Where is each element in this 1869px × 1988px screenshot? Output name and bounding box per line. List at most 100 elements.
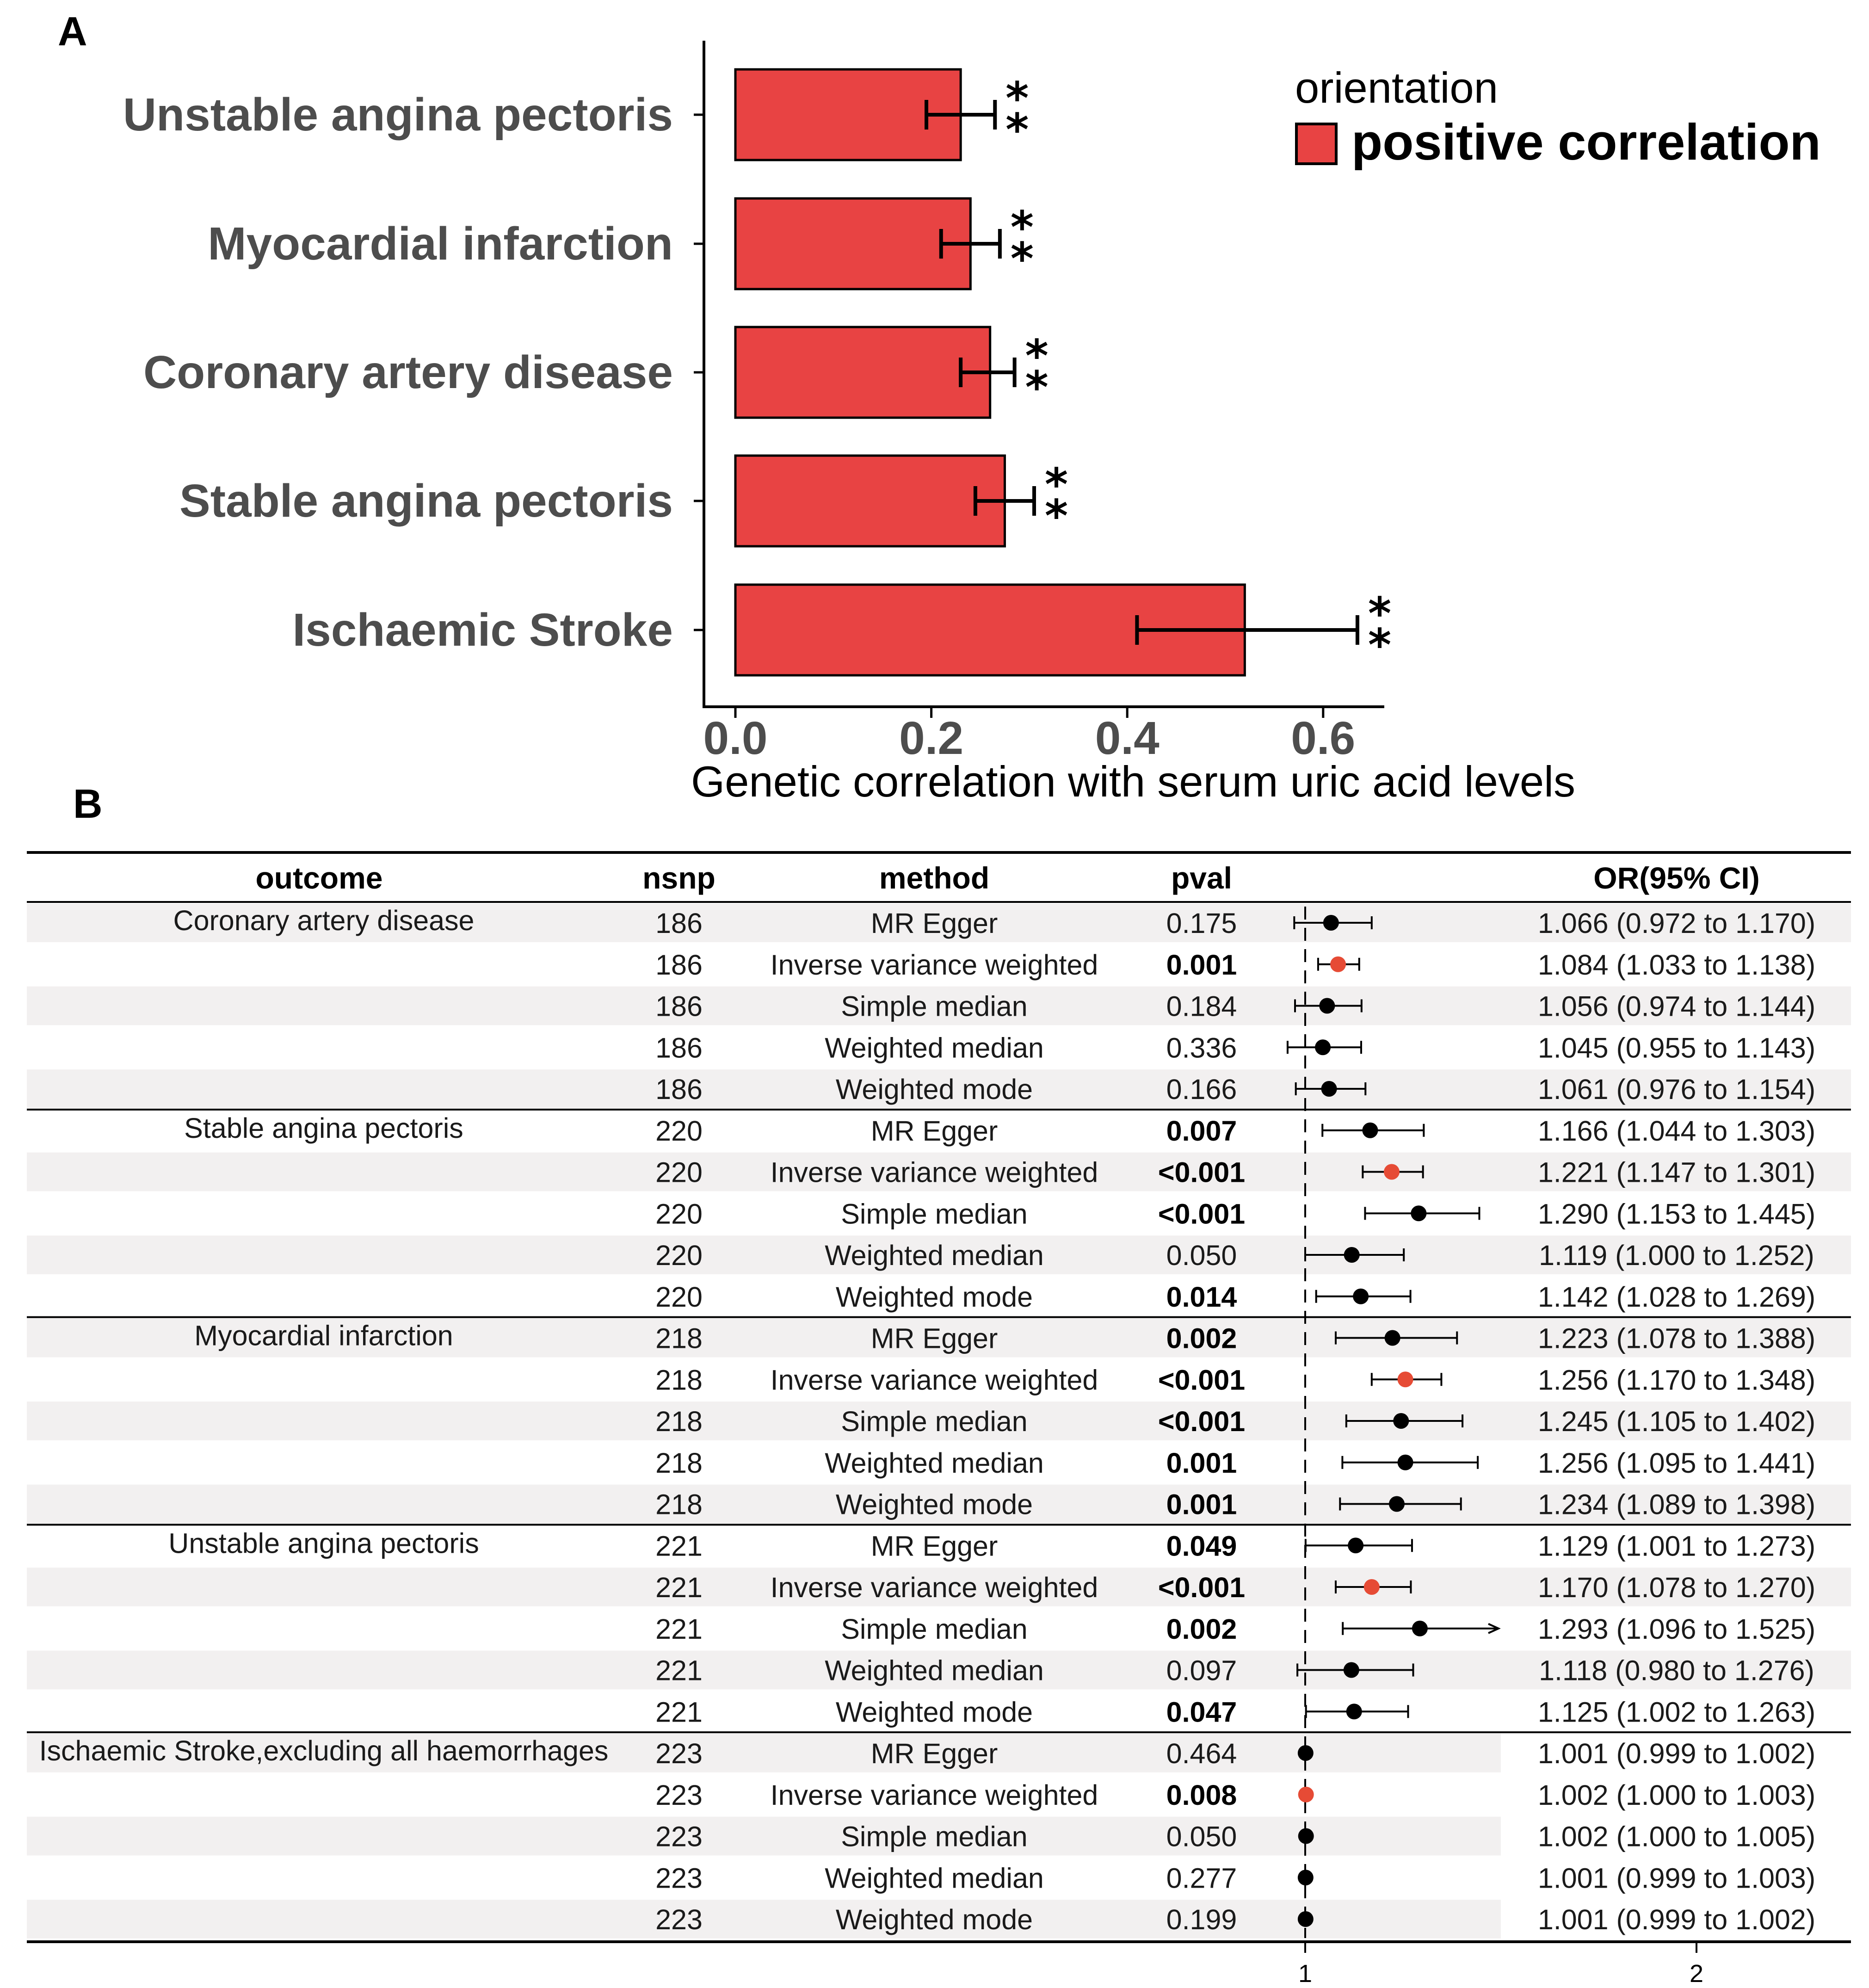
pval-cell: 0.199 — [1166, 1904, 1237, 1935]
pval-cell: 0.001 — [1166, 949, 1237, 981]
point-estimate — [1330, 956, 1346, 972]
significance-star: * — [1011, 233, 1034, 285]
pval-cell: 0.014 — [1166, 1281, 1237, 1313]
method-cell: Weighted mode — [836, 1696, 1033, 1728]
pval-cell: 0.097 — [1166, 1655, 1237, 1686]
outcome-cell: Ischaemic Stroke,excluding all haemorrha… — [39, 1735, 609, 1766]
nsnp-cell: 186 — [655, 991, 703, 1022]
pval-cell: 0.175 — [1166, 908, 1237, 939]
or-ci-cell: 1.221 (1.147 to 1.301) — [1538, 1157, 1815, 1188]
bar — [734, 326, 992, 419]
pval-cell: 0.007 — [1166, 1115, 1237, 1147]
method-cell: MR Egger — [871, 908, 998, 939]
method-cell: Weighted median — [825, 1240, 1044, 1271]
point-estimate — [1388, 1496, 1405, 1512]
or-ci-cell: 1.118 (0.980 to 1.276) — [1539, 1655, 1814, 1686]
method-cell: MR Egger — [871, 1323, 998, 1354]
point-estimate — [1383, 1164, 1400, 1180]
nsnp-cell: 221 — [655, 1613, 703, 1645]
significance-star: * — [1005, 73, 1029, 124]
row-stripe — [27, 1650, 1851, 1690]
outcome-cell: Myocardial infarction — [194, 1320, 453, 1352]
or-ci-cell: 1.234 (1.089 to 1.398) — [1538, 1489, 1815, 1520]
point-estimate — [1353, 1288, 1369, 1304]
nsnp-cell: 221 — [655, 1655, 703, 1686]
nsnp-cell: 223 — [655, 1862, 703, 1894]
or-ci-cell: 1.045 (0.955 to 1.143) — [1538, 1032, 1815, 1063]
pval-cell: 0.002 — [1166, 1613, 1237, 1645]
bar — [734, 454, 1006, 548]
pval-cell: <0.001 — [1158, 1198, 1245, 1229]
method-cell: Simple median — [841, 1406, 1027, 1437]
pval-cell: <0.001 — [1158, 1157, 1245, 1188]
nsnp-cell: 220 — [655, 1281, 703, 1313]
or-ci-cell: 1.245 (1.105 to 1.402) — [1538, 1406, 1815, 1437]
nsnp-cell: 220 — [655, 1198, 703, 1229]
or-ci-cell: 1.129 (1.001 to 1.273) — [1538, 1530, 1815, 1562]
nsnp-cell: 218 — [655, 1406, 703, 1437]
nsnp-cell: 218 — [655, 1364, 703, 1395]
point-estimate — [1411, 1205, 1427, 1222]
nsnp-cell: 220 — [655, 1240, 703, 1271]
pval-cell: <0.001 — [1158, 1572, 1245, 1603]
nsnp-cell: 220 — [655, 1115, 703, 1147]
method-cell: Weighted mode — [836, 1904, 1033, 1935]
significance-star: * — [1368, 619, 1391, 671]
x-axis-title: Genetic correlation with serum uric acid… — [691, 757, 1575, 806]
nsnp-cell: 221 — [655, 1572, 703, 1603]
row-stripe — [27, 1568, 1851, 1606]
category-label: Myocardial infarction — [208, 218, 673, 270]
point-estimate — [1343, 1662, 1359, 1678]
method-cell: Simple median — [841, 991, 1027, 1022]
legend-title: orientation — [1295, 63, 1498, 112]
method-cell: Simple median — [841, 1198, 1027, 1229]
method-cell: Weighted mode — [836, 1281, 1033, 1313]
legend: orientation positive correlation — [1295, 63, 1821, 171]
or-ci-cell: 1.170 (1.078 to 1.270) — [1538, 1572, 1815, 1603]
or-ci-cell: 1.002 (1.000 to 1.003) — [1538, 1779, 1815, 1811]
row-stripe — [27, 1734, 1501, 1772]
or-ci-cell: 1.002 (1.000 to 1.005) — [1538, 1821, 1815, 1852]
row-stripe — [27, 903, 1851, 942]
nsnp-cell: 186 — [655, 1032, 703, 1063]
method-cell: Weighted median — [825, 1655, 1044, 1686]
method-cell: MR Egger — [871, 1115, 998, 1147]
point-estimate — [1397, 1454, 1413, 1470]
nsnp-cell: 223 — [655, 1904, 703, 1935]
row-stripe — [27, 1484, 1851, 1524]
row-stripe — [27, 1069, 1851, 1108]
significance-star: * — [1011, 202, 1034, 253]
or-ci-cell: 1.256 (1.095 to 1.441) — [1538, 1447, 1815, 1479]
method-cell: Simple median — [841, 1613, 1027, 1645]
point-estimate — [1298, 1786, 1314, 1803]
bar-layer: **Unstable angina pectoris**Myocardial i… — [123, 68, 1391, 677]
pval-cell: 0.464 — [1166, 1738, 1237, 1769]
row-stripe — [27, 1235, 1851, 1274]
significance-star: * — [1368, 588, 1391, 640]
pval-cell: 0.184 — [1166, 991, 1237, 1022]
row-stripe — [27, 1816, 1501, 1856]
or-ci-cell: 1.142 (1.028 to 1.269) — [1538, 1281, 1815, 1313]
x-tick-label: 0.0 — [703, 712, 767, 764]
nsnp-cell: 223 — [655, 1821, 703, 1852]
pval-cell: 0.050 — [1166, 1821, 1237, 1852]
nsnp-cell: 223 — [655, 1779, 703, 1811]
outcome-cell: Coronary artery disease — [173, 905, 475, 936]
nsnp-cell: 186 — [655, 1074, 703, 1105]
row-stripe — [27, 1318, 1851, 1358]
method-cell: Weighted median — [825, 1862, 1044, 1894]
category-label: Coronary artery disease — [143, 346, 673, 398]
nsnp-cell: 221 — [655, 1530, 703, 1562]
or-ci-cell: 1.084 (1.033 to 1.138) — [1538, 949, 1815, 981]
method-cell: MR Egger — [871, 1530, 998, 1562]
header-pval: pval — [1171, 861, 1232, 895]
or-ci-cell: 1.166 (1.044 to 1.303) — [1538, 1115, 1815, 1147]
pval-cell: <0.001 — [1158, 1364, 1245, 1395]
significance-star: * — [1025, 362, 1049, 414]
header-or-ci: OR(95% CI) — [1593, 861, 1759, 895]
point-estimate — [1297, 1745, 1314, 1761]
pval-cell: 0.001 — [1166, 1447, 1237, 1479]
method-cell: Inverse variance weighted — [771, 1572, 1098, 1603]
